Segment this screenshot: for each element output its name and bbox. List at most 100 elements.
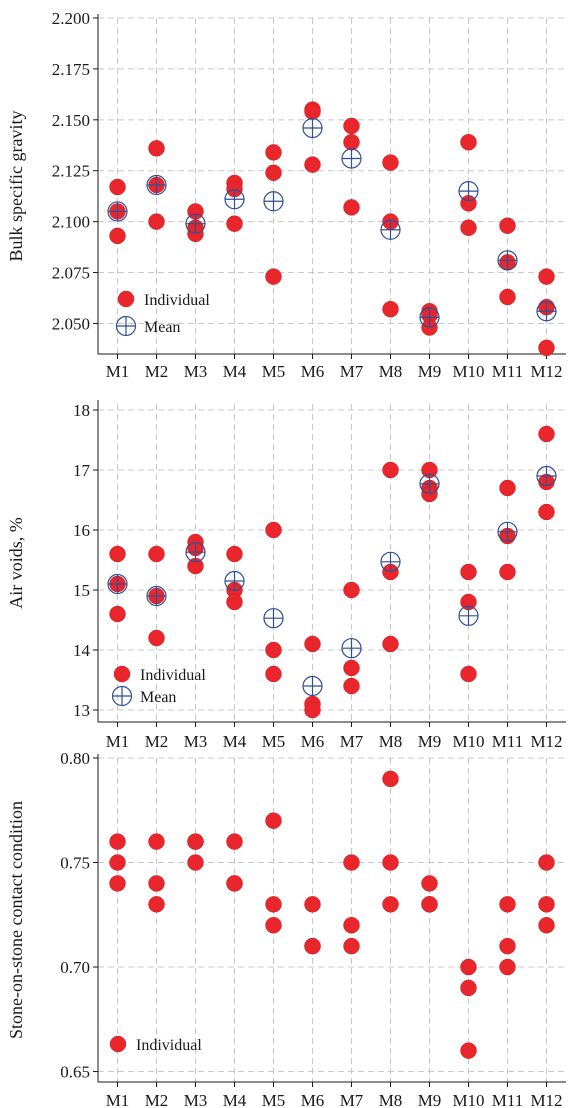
data-point-mean — [536, 301, 557, 322]
y-axis-title: Stone-on-stone contact condition — [6, 801, 26, 1039]
data-point-mean — [263, 191, 284, 212]
data-point-individual — [265, 896, 282, 913]
y-tick-label: 2.150 — [52, 111, 90, 130]
x-tick-label: M8 — [379, 1091, 403, 1108]
data-point-individual — [304, 896, 321, 913]
data-point-individual — [187, 854, 204, 871]
data-point-individual — [382, 635, 399, 653]
data-point-individual — [304, 103, 321, 120]
data-point-individual — [421, 896, 438, 913]
x-tick-label: M6 — [301, 1091, 325, 1108]
chart-panel-2: 13 14 15 16 17 18 M1 M2 M3 M4 M5 M6 M7 M8 M9 M10 M11 M12 A… — [6, 400, 566, 751]
data-point-individual — [538, 339, 555, 357]
data-point-individual — [343, 916, 360, 934]
data-point-individual — [460, 1042, 477, 1059]
legend-label: Individual — [136, 1037, 202, 1054]
legend-label: Mean — [144, 319, 180, 336]
data-point-individual — [148, 629, 165, 647]
y-tick-label: 2.175 — [52, 60, 90, 79]
y-tick-label: 16 — [73, 521, 90, 540]
data-point-individual — [538, 854, 555, 871]
data-point-individual — [148, 213, 165, 230]
data-point-individual — [109, 875, 126, 892]
legend-individual-marker — [117, 290, 135, 308]
data-point-individual — [343, 581, 360, 599]
data-point-individual — [382, 896, 399, 913]
y-tick-label: 0.65 — [60, 1063, 90, 1082]
data-point-mean — [107, 201, 128, 222]
data-point-individual — [226, 833, 243, 850]
data-point-individual — [265, 268, 282, 285]
data-point-individual — [538, 268, 555, 285]
data-point-individual — [499, 479, 516, 497]
data-point-individual — [499, 288, 516, 306]
data-point-individual — [109, 227, 126, 245]
x-tick-label: M11 — [492, 732, 524, 751]
data-point-individual — [460, 219, 477, 236]
data-point-individual — [382, 854, 399, 871]
data-point-mean — [302, 675, 323, 697]
data-point-individual — [538, 503, 555, 521]
data-point-individual — [538, 916, 555, 934]
data-point-individual — [148, 875, 165, 892]
data-point-individual — [343, 937, 360, 955]
y-tick-label: 2.125 — [52, 162, 90, 181]
data-point-individual — [343, 199, 360, 216]
data-point-individual — [265, 144, 282, 161]
data-point-individual — [226, 593, 243, 611]
y-tick-label: 0.70 — [60, 958, 90, 977]
y-tick-label: 2.050 — [52, 314, 90, 333]
chart-panel-1: 2.050 2.075 2.100 2.125 2.150 2.175 2.200 M1 M2 M… — [6, 9, 566, 381]
x-tick-label: M1 — [106, 1091, 130, 1108]
data-point-mean — [146, 585, 167, 607]
data-point-mean — [263, 608, 284, 629]
x-tick-label: M5 — [262, 732, 286, 751]
legend: Individual — [109, 1035, 202, 1054]
data-point-individual — [265, 641, 282, 659]
data-point-individual — [382, 770, 399, 788]
data-point-individual — [265, 164, 282, 182]
x-tick-label: M1 — [106, 362, 130, 381]
data-point-individual — [499, 563, 516, 581]
data-point-individual — [343, 854, 360, 871]
data-point-mean — [497, 250, 518, 271]
x-tick-label: M2 — [145, 732, 169, 751]
data-point-individual — [499, 937, 516, 955]
data-point-individual — [109, 545, 126, 563]
data-point-mean — [224, 189, 245, 210]
chart-panel-3: 0.65 0.70 0.75 0.80 M1 M2 M3 M4 M5 M6 M7 M8 M9 M10 M11… — [6, 749, 566, 1108]
data-point-individual — [538, 896, 555, 913]
y-tick-label: 0.80 — [60, 749, 90, 768]
data-point-individual — [499, 958, 516, 976]
data-point-individual — [460, 979, 477, 997]
x-tick-label: M7 — [340, 732, 364, 751]
data-point-individual — [226, 545, 243, 563]
data-point-individual — [499, 217, 516, 234]
x-tick-label: M4 — [223, 732, 247, 751]
data-point-mean — [146, 174, 167, 196]
data-point-individual — [148, 896, 165, 913]
x-tick-label: M11 — [492, 362, 524, 381]
legend: Individual Mean — [115, 290, 210, 337]
data-point-individual — [109, 854, 126, 871]
data-point-individual — [148, 545, 165, 563]
data-point-individual — [460, 133, 477, 151]
x-tick-label: M4 — [223, 362, 247, 381]
legend-label: Mean — [140, 689, 176, 706]
x-tick-label: M4 — [223, 1091, 247, 1108]
data-point-mean — [419, 307, 440, 328]
x-tick-label: M12 — [530, 732, 562, 751]
data-point-mean — [458, 605, 479, 626]
x-tick-label: M3 — [184, 362, 208, 381]
data-point-individual — [148, 833, 165, 850]
x-tick-label: M3 — [184, 1091, 208, 1108]
data-point-individual — [304, 937, 321, 955]
data-point-individual — [109, 178, 126, 196]
data-point-mean — [341, 638, 362, 659]
data-point-individual — [343, 659, 360, 677]
data-point-mean — [341, 148, 362, 169]
data-point-individual — [460, 958, 477, 976]
data-point-mean — [185, 542, 206, 563]
